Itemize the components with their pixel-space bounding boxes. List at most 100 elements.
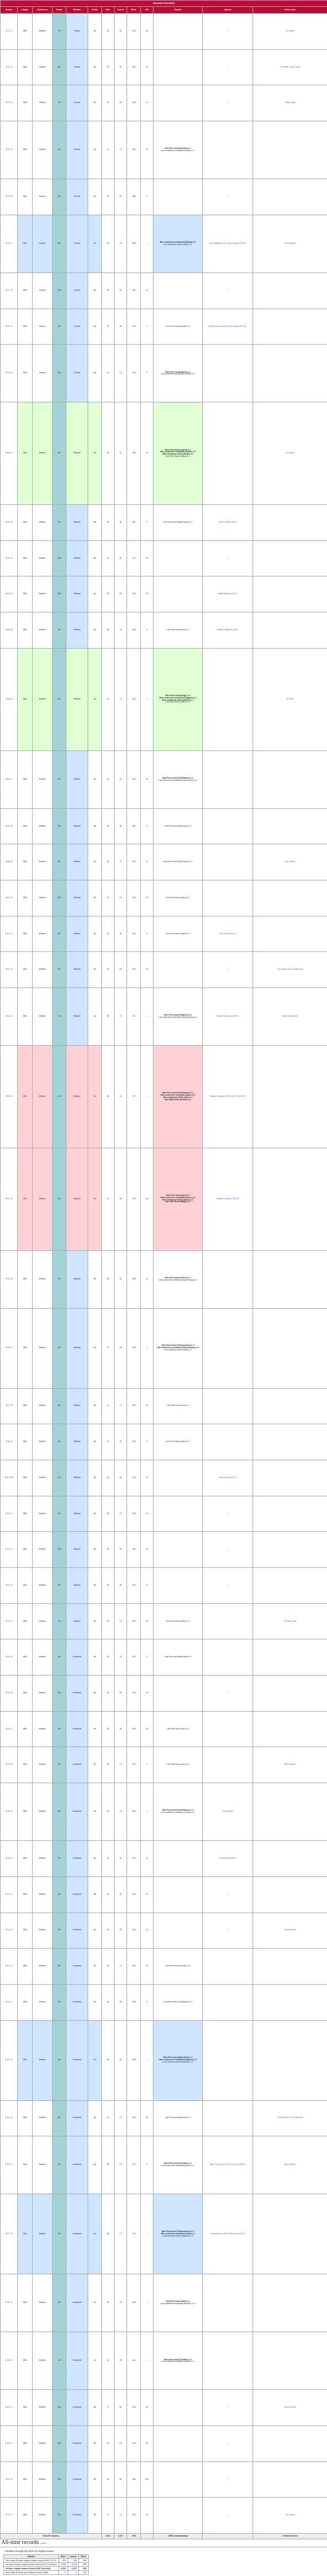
awards-cell[interactable] bbox=[202, 1388, 253, 1425]
season-link[interactable]: 1978–79 bbox=[0, 308, 18, 345]
head-coach-cell[interactable] bbox=[252, 2274, 327, 2333]
head-coach-cell[interactable]: Bill Fitch bbox=[252, 647, 327, 751]
season-link[interactable]: 1979–80 bbox=[0, 344, 18, 403]
awards-cell[interactable]: — bbox=[202, 1567, 253, 1604]
awards-cell[interactable]: James Harden (MVP) Daryl Morey (EOY) bbox=[202, 2194, 253, 2275]
season-link[interactable]: 2018–19 bbox=[0, 2274, 18, 2333]
head-coach-cell[interactable] bbox=[252, 2425, 327, 2462]
head-coach-cell[interactable] bbox=[252, 1840, 327, 1877]
head-coach-cell[interactable]: Kevin McHale bbox=[252, 1912, 327, 1949]
awards-cell[interactable]: — bbox=[202, 1876, 253, 1913]
awards-cell[interactable]: Aaron Brooks (MIP) bbox=[202, 1840, 253, 1877]
head-coach-cell[interactable] bbox=[252, 1783, 327, 1842]
awards-cell[interactable]: — bbox=[202, 2461, 253, 2498]
awards-cell[interactable] bbox=[202, 2332, 253, 2391]
head-coach-cell[interactable] bbox=[252, 179, 327, 215]
season-link[interactable]: 1983–84 bbox=[0, 576, 18, 613]
awards-cell[interactable] bbox=[202, 1603, 253, 1640]
season-link[interactable]: 1985–86 bbox=[0, 647, 18, 751]
season-link[interactable]: 2011–12 bbox=[0, 1912, 18, 1949]
head-coach-cell[interactable] bbox=[252, 121, 327, 180]
head-coach-cell[interactable]: Johnny Egan bbox=[252, 85, 327, 122]
season-link[interactable]: 2004–05 bbox=[0, 1639, 18, 1676]
awards-cell[interactable]: Hakeem Olajuwon (MVP) (DPOY) (FMVP) bbox=[202, 1045, 253, 1148]
season-link[interactable]: 2000–01 bbox=[0, 1495, 18, 1532]
season-link[interactable]: 2001–02 bbox=[0, 1531, 18, 1568]
season-link[interactable]: 2009–10 bbox=[0, 1840, 18, 1877]
head-coach-cell[interactable]: Tex Winter bbox=[252, 13, 327, 50]
awards-cell[interactable] bbox=[202, 2100, 253, 2137]
season-link[interactable]: 1996–97 bbox=[0, 1307, 18, 1389]
head-coach-cell[interactable]: Stephen Silas bbox=[252, 2389, 327, 2427]
season-link[interactable]: 2014–15 bbox=[0, 2020, 18, 2101]
head-coach-cell[interactable] bbox=[252, 540, 327, 577]
season-link[interactable]: 1980–81 bbox=[0, 402, 18, 505]
head-coach-cell[interactable] bbox=[252, 504, 327, 541]
awards-cell[interactable] bbox=[202, 1948, 253, 1985]
season-link[interactable]: 1972–73 bbox=[0, 49, 18, 86]
awards-cell[interactable]: Mike D'Antoni (COY) Eric Gordon (6MOY) bbox=[202, 2136, 253, 2195]
head-coach-cell[interactable]: Ime Udoka bbox=[252, 2497, 327, 2534]
season-link[interactable]: 2022–23 bbox=[0, 2461, 18, 2498]
awards-cell[interactable] bbox=[202, 1710, 253, 1748]
awards-cell[interactable]: — bbox=[202, 49, 253, 86]
awards-cell[interactable] bbox=[202, 1984, 253, 2021]
season-link[interactable]: 1992–93 bbox=[0, 987, 18, 1046]
awards-cell[interactable] bbox=[202, 808, 253, 845]
season-link[interactable]: 2013–14 bbox=[0, 1984, 18, 2021]
head-coach-cell[interactable] bbox=[252, 1388, 327, 1425]
head-coach-cell[interactable] bbox=[252, 272, 327, 309]
head-coach-cell[interactable]: Don Chaney bbox=[252, 844, 327, 880]
head-coach-cell[interactable] bbox=[252, 308, 327, 345]
head-coach-cell[interactable]: Jeff Van Gundy bbox=[252, 1603, 327, 1640]
awards-cell[interactable] bbox=[202, 1307, 253, 1389]
awards-cell[interactable]: Ralph Sampson (ROY) bbox=[202, 576, 253, 613]
head-coach-cell[interactable]: Kevin McHale J. B. Bickerstaff bbox=[252, 2100, 327, 2137]
head-coach-cell[interactable] bbox=[252, 1147, 327, 1251]
awards-cell[interactable]: — bbox=[202, 2425, 253, 2462]
head-coach-cell[interactable] bbox=[252, 1675, 327, 1712]
edit-link[interactable]: [ edit ] bbox=[40, 2542, 47, 2545]
season-link[interactable]: 2005–06 bbox=[0, 1675, 18, 1712]
head-coach-cell[interactable]: Tex Winter Johnny Egan bbox=[252, 49, 327, 86]
head-coach-cell[interactable] bbox=[252, 1876, 327, 1913]
season-link[interactable]: 2021–22 bbox=[0, 2425, 18, 2462]
head-coach-cell[interactable] bbox=[252, 1459, 327, 1496]
awards-cell[interactable]: — bbox=[202, 540, 253, 577]
season-link[interactable]: 1989–90 bbox=[0, 880, 18, 916]
head-coach-cell[interactable] bbox=[252, 1948, 327, 1985]
season-link[interactable]: 2019–20 bbox=[0, 2332, 18, 2391]
season-link[interactable]: 1994–95 bbox=[0, 1147, 18, 1251]
head-coach-cell[interactable] bbox=[252, 1495, 327, 1532]
season-link[interactable]: 1988–89 bbox=[0, 844, 18, 880]
season-link[interactable]: 1976–77 bbox=[0, 214, 18, 273]
awards-cell[interactable] bbox=[202, 750, 253, 809]
season-link[interactable]: 1998–99 bbox=[0, 1424, 18, 1460]
head-coach-cell[interactable] bbox=[252, 2332, 327, 2391]
awards-cell[interactable] bbox=[202, 2274, 253, 2333]
head-coach-cell[interactable] bbox=[252, 915, 327, 953]
season-link[interactable]: 2023–24 bbox=[0, 2497, 18, 2534]
awards-cell[interactable] bbox=[202, 121, 253, 180]
head-coach-cell[interactable] bbox=[252, 750, 327, 809]
awards-cell[interactable]: Moses Malone (MVP) bbox=[202, 504, 253, 541]
season-link[interactable]: 1973–74 bbox=[0, 85, 18, 122]
head-coach-cell[interactable] bbox=[252, 1045, 327, 1148]
awards-cell[interactable]: — bbox=[202, 2497, 253, 2534]
awards-cell[interactable]: Don Chaney (COY) bbox=[202, 915, 253, 953]
awards-cell[interactable] bbox=[202, 647, 253, 751]
awards-cell[interactable]: — bbox=[202, 179, 253, 215]
awards-cell[interactable]: — bbox=[202, 13, 253, 50]
season-link[interactable]: 1977–78 bbox=[0, 272, 18, 309]
head-coach-cell[interactable]: Tom Nissalke bbox=[252, 214, 327, 273]
head-coach-cell[interactable] bbox=[252, 1307, 327, 1389]
awards-cell[interactable]: — bbox=[202, 2389, 253, 2427]
head-coach-cell[interactable] bbox=[252, 1567, 327, 1604]
season-link[interactable]: 1984–85 bbox=[0, 612, 18, 649]
awards-cell[interactable] bbox=[202, 344, 253, 403]
season-link[interactable]: 1990–91 bbox=[0, 915, 18, 953]
season-link[interactable]: 2003–04 bbox=[0, 1603, 18, 1640]
season-link[interactable]: 2017–18 bbox=[0, 2194, 18, 2275]
season-link[interactable]: 1995–96 bbox=[0, 1250, 18, 1309]
head-coach-cell[interactable] bbox=[252, 344, 327, 403]
